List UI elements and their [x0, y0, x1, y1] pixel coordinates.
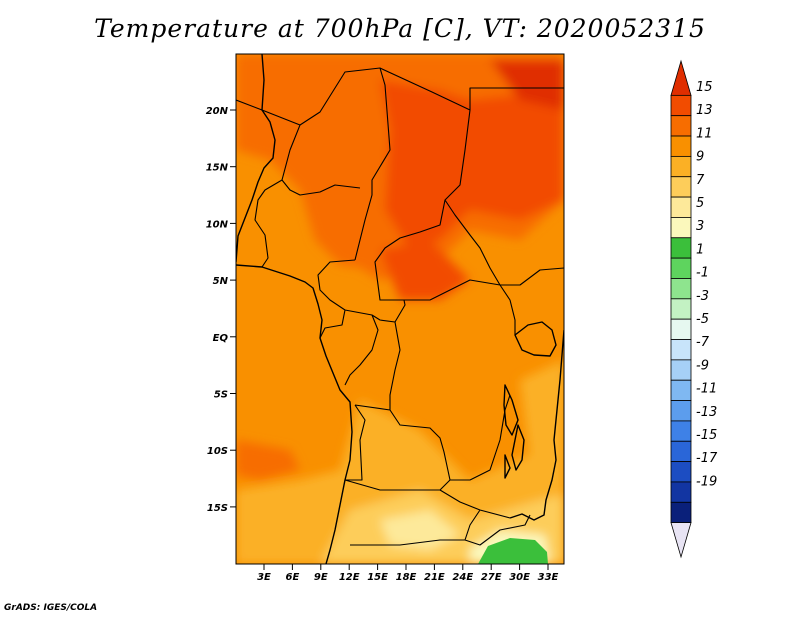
field-band-11-west — [236, 440, 300, 480]
boundaries — [236, 54, 564, 564]
colorbar-segment — [670, 278, 692, 300]
colorbar-segment — [670, 237, 692, 259]
colorbar-level-label: 7 — [696, 173, 705, 188]
lon-tick-label: 18E — [396, 572, 417, 583]
field-band-15 — [490, 60, 564, 110]
colorbar-level-label: -7 — [696, 335, 710, 350]
colorbar-segment — [670, 257, 692, 279]
colorbar-level-label: 1 — [696, 242, 704, 257]
colorbar-segment — [670, 298, 692, 320]
colorbar-segment — [670, 94, 692, 117]
map-frame — [235, 53, 565, 565]
field-band-13-central — [380, 240, 470, 300]
lat-tick-label: 10N — [206, 219, 229, 230]
credit-label: GrADS: IGES/COLA — [4, 603, 98, 613]
colorbar-segment — [670, 155, 692, 178]
field-band-7-east — [520, 360, 564, 470]
colorbar-level-label: -17 — [696, 451, 718, 466]
colorbar-level-label: 11 — [696, 126, 713, 141]
colorbar-segment — [670, 420, 692, 442]
longitude-ticks: 3E 6E 9E 12E 15E 18E 21E 24E 27E 30E 33E — [257, 564, 559, 583]
lon-tick-label: 3E — [257, 572, 271, 583]
latitude-ticks: 20N 15N 10N 5N EQ 5S 10S 15S — [206, 106, 236, 514]
lon-tick-label: 24E — [452, 572, 473, 583]
colorbar-segment — [670, 461, 692, 483]
lat-tick-label: EQ — [213, 333, 229, 344]
colorbar-segment — [670, 339, 692, 361]
colorbar-level-label: -15 — [696, 428, 717, 443]
lat-tick-label: 5N — [213, 276, 229, 287]
colorbar-level-label: -11 — [696, 382, 717, 397]
field-band-11-central — [300, 180, 400, 270]
colorbar-segment — [670, 501, 692, 524]
lat-tick-label: 10S — [207, 446, 228, 457]
lon-tick-label: 27E — [481, 572, 502, 583]
map-title: Temperature at 700hPa [C], VT: 202005231… — [94, 14, 706, 43]
colorbar-segment — [670, 359, 692, 381]
east-african-lakes — [503, 321, 557, 479]
colorbar-bottom-triangle — [670, 522, 692, 559]
colorbar-segment — [670, 318, 692, 340]
east-coastline — [509, 329, 564, 521]
colorbar-level-label: 5 — [696, 196, 704, 211]
colorbar-level-label: 3 — [696, 219, 704, 234]
lat-tick-label: 15N — [206, 163, 229, 174]
colorbar-segment — [670, 440, 692, 463]
colorbar-level-label: -13 — [696, 405, 717, 420]
lon-tick-label: 30E — [509, 572, 530, 583]
colorbar-segment — [670, 481, 692, 503]
colorbar-level-label: 13 — [696, 103, 713, 118]
colorbar-segment — [670, 196, 692, 218]
lat-tick-label: 15S — [207, 503, 228, 514]
colorbar-level-label: -1 — [696, 266, 709, 281]
colorbar: 15 13 11 9 7 5 3 1 -1 -3 -5 -7 -9 -11 -13 -15 -17 -19 — [670, 59, 718, 559]
atlantic-coastline — [236, 54, 353, 564]
colorbar-level-label: 15 — [696, 80, 713, 95]
lon-tick-label: 12E — [339, 572, 360, 583]
colorbar-level-label: -9 — [696, 358, 709, 373]
colorbar-level-label: -3 — [696, 289, 709, 304]
colorbar-segment — [670, 379, 692, 401]
colorbar-segment — [670, 176, 692, 198]
colorbar-segment — [670, 115, 692, 137]
colorbar-segment — [670, 135, 692, 157]
temperature-field — [236, 54, 564, 564]
colorbar-level-label: -5 — [696, 312, 709, 327]
lon-tick-label: 6E — [286, 572, 300, 583]
colorbar-level-label: 9 — [696, 150, 704, 165]
lon-tick-label: 9E — [314, 572, 328, 583]
colorbar-top-triangle — [670, 59, 692, 96]
colorbar-segment — [670, 400, 692, 422]
colorbar-level-label: -19 — [696, 474, 717, 489]
field-band-below-1 — [478, 538, 548, 564]
country-borders — [236, 67, 564, 546]
lon-tick-label: 33E — [538, 572, 559, 583]
field-band-13-northeast — [380, 80, 564, 250]
lon-tick-label: 15E — [367, 572, 388, 583]
lon-tick-label: 21E — [424, 572, 445, 583]
lat-tick-label: 5S — [214, 390, 228, 401]
colorbar-segment — [670, 217, 692, 239]
lat-tick-label: 20N — [206, 106, 229, 117]
